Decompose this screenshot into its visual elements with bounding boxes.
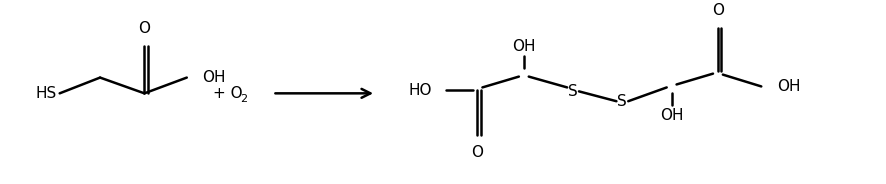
- Text: O: O: [712, 3, 724, 18]
- Text: O: O: [471, 145, 484, 160]
- Text: OH: OH: [660, 107, 683, 123]
- Text: + O: + O: [214, 86, 243, 101]
- Text: 2: 2: [240, 94, 247, 104]
- Text: HS: HS: [35, 86, 57, 101]
- Text: HO: HO: [408, 83, 432, 98]
- Text: OH: OH: [512, 38, 535, 54]
- Text: S: S: [618, 94, 627, 109]
- Text: S: S: [568, 84, 578, 99]
- Text: OH: OH: [777, 79, 801, 94]
- Text: OH: OH: [203, 70, 226, 85]
- Text: O: O: [138, 21, 151, 36]
